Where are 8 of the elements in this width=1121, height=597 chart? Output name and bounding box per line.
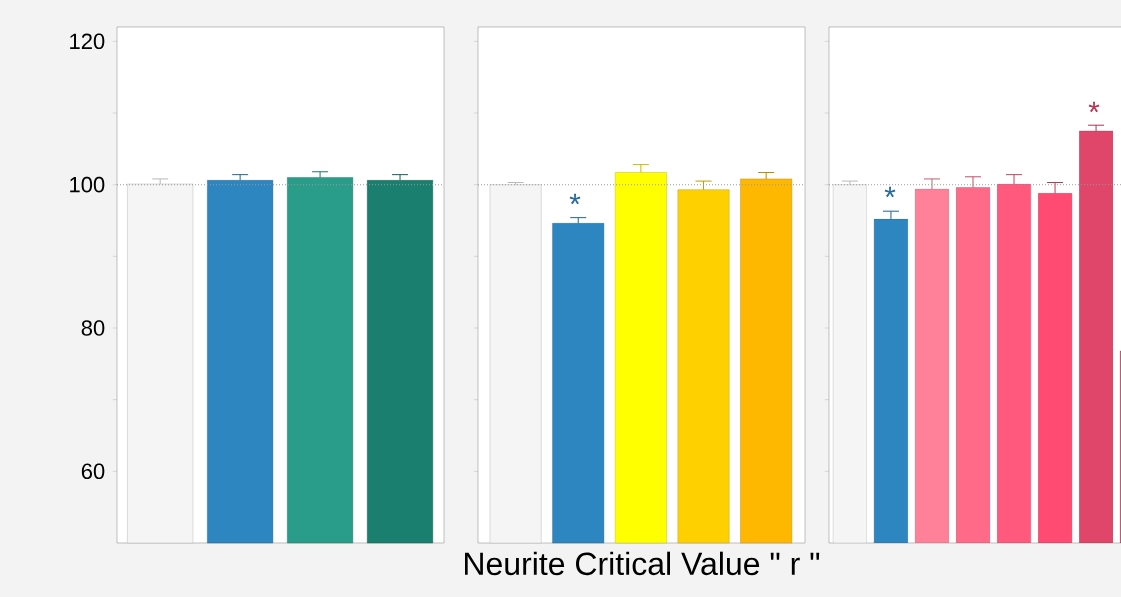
y-tick-label: 120 [70,33,105,50]
y-tick-label: 60 [81,463,105,480]
y-tick-label: 100 [70,176,105,193]
annotation: * [1088,101,1100,113]
x-axis-title: Neurite Critical Value " r " [465,551,820,576]
annotation: * [569,193,581,205]
annotation: * [884,186,896,198]
y-tick-label: 80 [81,320,105,336]
